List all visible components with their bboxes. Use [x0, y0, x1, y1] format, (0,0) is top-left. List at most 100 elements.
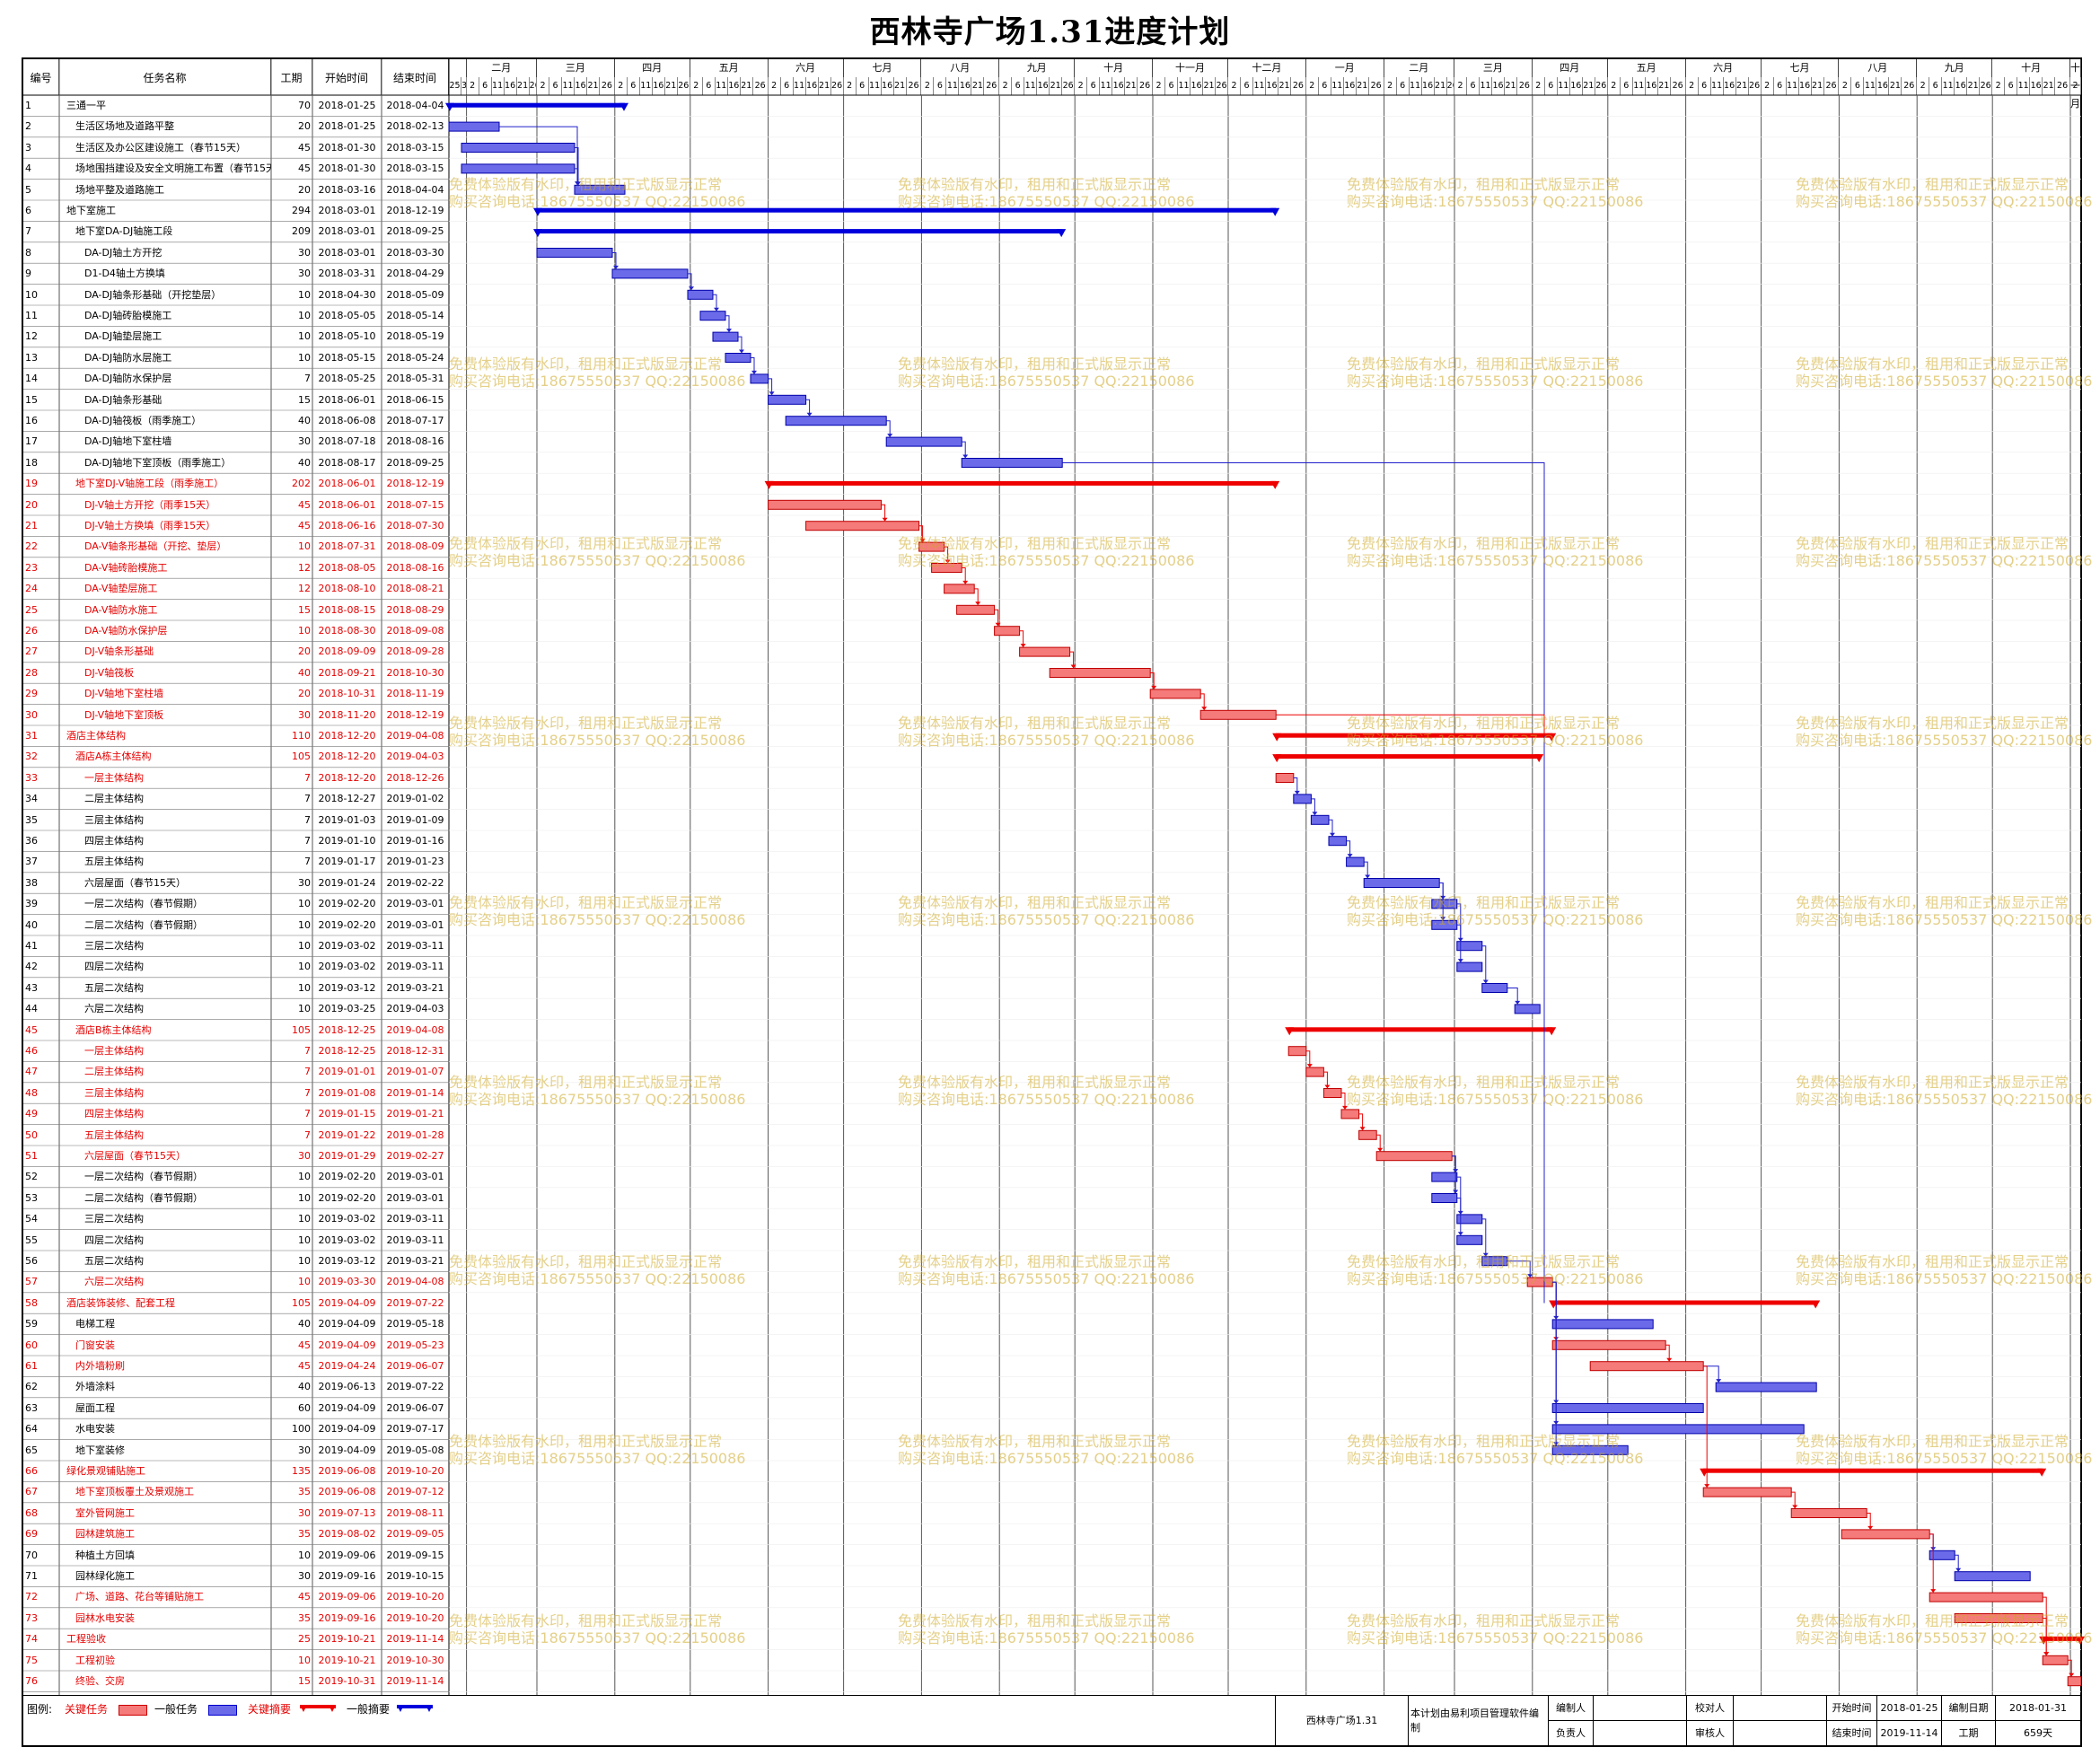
task-id[interactable]: 48 [25, 1086, 38, 1099]
task-start[interactable]: 2019-02-20 [318, 1191, 376, 1204]
task-name[interactable]: 生活区场地及道路平整 [75, 120, 174, 133]
task-id[interactable]: 51 [25, 1150, 38, 1162]
task-end[interactable]: 2019-04-03 [386, 751, 444, 763]
task-name[interactable]: 绿化景观铺贴施工 [66, 1465, 145, 1477]
task-name[interactable]: DJ-V轴条形基础 [84, 645, 154, 658]
task-duration[interactable]: 60 [298, 1401, 311, 1414]
task-duration[interactable]: 10 [298, 940, 311, 952]
task-start[interactable]: 2019-03-12 [318, 981, 376, 994]
task-id[interactable]: 29 [25, 688, 38, 700]
task-name[interactable]: DA-DJ轴条形基础 [84, 393, 163, 406]
task-start[interactable]: 2018-12-27 [318, 793, 376, 805]
task-start[interactable]: 2018-08-05 [318, 561, 376, 574]
task-id[interactable]: 37 [25, 856, 38, 868]
task-start[interactable]: 2018-10-31 [318, 688, 376, 700]
task-start[interactable]: 2018-04-30 [318, 288, 376, 301]
task-id[interactable]: 56 [25, 1255, 38, 1267]
task-duration[interactable]: 20 [298, 183, 311, 196]
task-end[interactable]: 2019-09-05 [386, 1528, 444, 1541]
task-end[interactable]: 2018-05-24 [386, 351, 444, 364]
task-start[interactable]: 2019-04-09 [318, 1444, 376, 1456]
task-start[interactable]: 2018-01-25 [318, 100, 376, 111]
task-id[interactable]: 38 [25, 876, 38, 889]
task-start[interactable]: 2019-03-02 [318, 1213, 376, 1225]
task-end[interactable]: 2019-03-21 [386, 981, 444, 994]
task-end[interactable]: 2019-04-08 [386, 730, 444, 742]
task-start[interactable]: 2019-08-02 [318, 1528, 376, 1541]
task-end[interactable]: 2018-07-15 [386, 498, 444, 511]
task-duration[interactable]: 105 [292, 751, 311, 763]
task-name[interactable]: 酒店装饰装修、配套工程 [66, 1296, 175, 1309]
task-duration[interactable]: 7 [304, 1045, 311, 1057]
task-duration[interactable]: 40 [298, 1381, 311, 1393]
task-start[interactable]: 2018-05-10 [318, 330, 376, 343]
task-id[interactable]: 62 [25, 1381, 38, 1393]
task-name[interactable]: 酒店A栋主体结构 [75, 751, 152, 763]
task-duration[interactable]: 30 [298, 708, 311, 721]
task-duration[interactable]: 10 [298, 1654, 311, 1666]
task-duration[interactable]: 10 [298, 1255, 311, 1267]
task-end[interactable]: 2019-10-20 [386, 1591, 444, 1603]
task-name[interactable]: 园林绿化施工 [75, 1570, 135, 1582]
task-duration[interactable]: 10 [298, 1191, 311, 1204]
task-duration[interactable]: 45 [298, 1360, 311, 1372]
task-end[interactable]: 2018-03-30 [386, 246, 444, 259]
task-start[interactable]: 2019-09-16 [318, 1570, 376, 1582]
task-duration[interactable]: 30 [298, 1444, 311, 1456]
task-id[interactable]: 40 [25, 918, 38, 931]
task-duration[interactable]: 30 [298, 435, 311, 448]
task-start[interactable]: 2018-03-01 [318, 225, 376, 238]
task-start[interactable]: 2018-06-08 [318, 415, 376, 426]
task-name[interactable]: 二层二次结构（春节假期） [84, 918, 203, 931]
task-end[interactable]: 2018-12-19 [386, 708, 444, 721]
task-end[interactable]: 2019-03-11 [386, 1213, 444, 1225]
task-start[interactable]: 2018-03-01 [318, 246, 376, 259]
responsible-value[interactable] [1594, 1721, 1687, 1746]
task-name[interactable]: 五层二次结构 [84, 1255, 144, 1267]
task-start[interactable]: 2019-06-13 [318, 1381, 376, 1393]
task-duration[interactable]: 30 [298, 1150, 311, 1162]
task-start[interactable]: 2018-12-20 [318, 751, 376, 763]
task-duration[interactable]: 40 [298, 666, 311, 679]
header-duration[interactable]: 工期 [271, 59, 312, 95]
task-name[interactable]: D1-D4轴土方换填 [84, 268, 165, 280]
task-name[interactable]: 五层主体结构 [84, 856, 144, 868]
task-id[interactable]: 23 [25, 561, 38, 574]
task-end[interactable]: 2018-04-29 [386, 268, 444, 280]
task-end[interactable]: 2019-05-23 [386, 1339, 444, 1351]
header-start[interactable]: 开始时间 [312, 59, 382, 95]
task-name[interactable]: DJ-V轴筏板 [84, 666, 135, 679]
task-id[interactable]: 72 [25, 1591, 38, 1603]
task-id[interactable]: 4 [25, 162, 31, 175]
task-duration[interactable]: 70 [298, 100, 311, 111]
task-start[interactable]: 2018-09-09 [318, 645, 376, 658]
task-id[interactable]: 69 [25, 1528, 38, 1541]
task-end[interactable]: 2019-03-01 [386, 1191, 444, 1204]
task-id[interactable]: 27 [25, 645, 38, 658]
task-duration[interactable]: 35 [298, 1611, 311, 1624]
task-start[interactable]: 2018-06-01 [318, 498, 376, 511]
task-end[interactable]: 2019-10-20 [386, 1465, 444, 1477]
task-duration[interactable]: 30 [298, 1570, 311, 1582]
task-name[interactable]: 地下室DJ-V轴施工段（雨季施工） [75, 478, 224, 490]
task-start[interactable]: 2019-01-10 [318, 835, 376, 847]
task-name[interactable]: 五层二次结构 [84, 981, 144, 994]
task-name[interactable]: 工程验收 [66, 1633, 106, 1646]
task-duration[interactable]: 10 [298, 981, 311, 994]
task-id[interactable]: 33 [25, 771, 38, 784]
task-id[interactable]: 19 [25, 478, 38, 490]
task-start[interactable]: 2018-03-16 [318, 183, 376, 196]
task-name[interactable]: DA-V轴垫层施工 [84, 583, 158, 595]
task-end[interactable]: 2019-05-08 [386, 1444, 444, 1456]
task-end[interactable]: 2019-09-15 [386, 1549, 444, 1561]
task-id[interactable]: 65 [25, 1444, 38, 1456]
task-start[interactable]: 2018-01-30 [318, 141, 376, 154]
reviewer-value[interactable] [1734, 1721, 1827, 1746]
task-id[interactable]: 36 [25, 835, 38, 847]
task-end[interactable]: 2019-10-30 [386, 1654, 444, 1666]
task-end[interactable]: 2019-07-22 [386, 1381, 444, 1393]
task-start[interactable]: 2019-06-08 [318, 1486, 376, 1498]
task-start[interactable]: 2018-05-25 [318, 373, 376, 385]
task-id[interactable]: 41 [25, 940, 38, 952]
task-name[interactable]: 室外管网施工 [75, 1506, 135, 1519]
